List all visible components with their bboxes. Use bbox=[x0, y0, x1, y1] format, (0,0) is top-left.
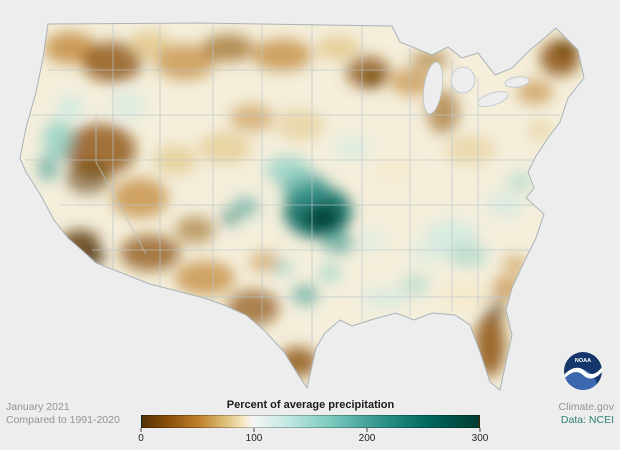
colorbar: Percent of average precipitation 0 100 2… bbox=[138, 399, 488, 445]
baseline-label: Compared to 1991-2020 bbox=[6, 413, 120, 426]
colorbar-gradient bbox=[141, 415, 480, 428]
state-borders bbox=[20, 23, 560, 348]
colorbar-tick-label: 200 bbox=[358, 433, 376, 444]
colorbar-tickmark bbox=[140, 428, 142, 432]
colorbar-tick-label: 0 bbox=[138, 433, 144, 444]
colorbar-tick-label: 300 bbox=[471, 433, 489, 444]
seagull-icon bbox=[564, 367, 602, 379]
date-label: January 2021 bbox=[6, 401, 70, 413]
noaa-logo: NOAA bbox=[564, 352, 602, 390]
colorbar-labels: 0 100 200 300 bbox=[138, 428, 488, 445]
colorbar-title: Percent of average precipitation bbox=[226, 399, 395, 411]
data-source-label: Data: NCEI bbox=[560, 413, 614, 426]
colorbar-tickmark bbox=[253, 428, 255, 432]
colorbar-tick-label: 100 bbox=[245, 433, 263, 444]
us-outline bbox=[19, 22, 585, 391]
site-label: Climate.gov bbox=[558, 401, 614, 413]
footer-left: January 2021 Compared to 1991-2020 bbox=[6, 401, 120, 426]
footer-right: Climate.gov Data: NCEI bbox=[559, 401, 614, 426]
map-area bbox=[19, 22, 585, 391]
colorbar-tickmark bbox=[479, 428, 481, 432]
great-lakes bbox=[422, 61, 530, 115]
colorbar-tickmark bbox=[366, 428, 368, 432]
precipitation-anomaly-field bbox=[38, 31, 580, 377]
noaa-logo-text: NOAA bbox=[575, 358, 591, 364]
us-precipitation-map bbox=[19, 22, 585, 391]
